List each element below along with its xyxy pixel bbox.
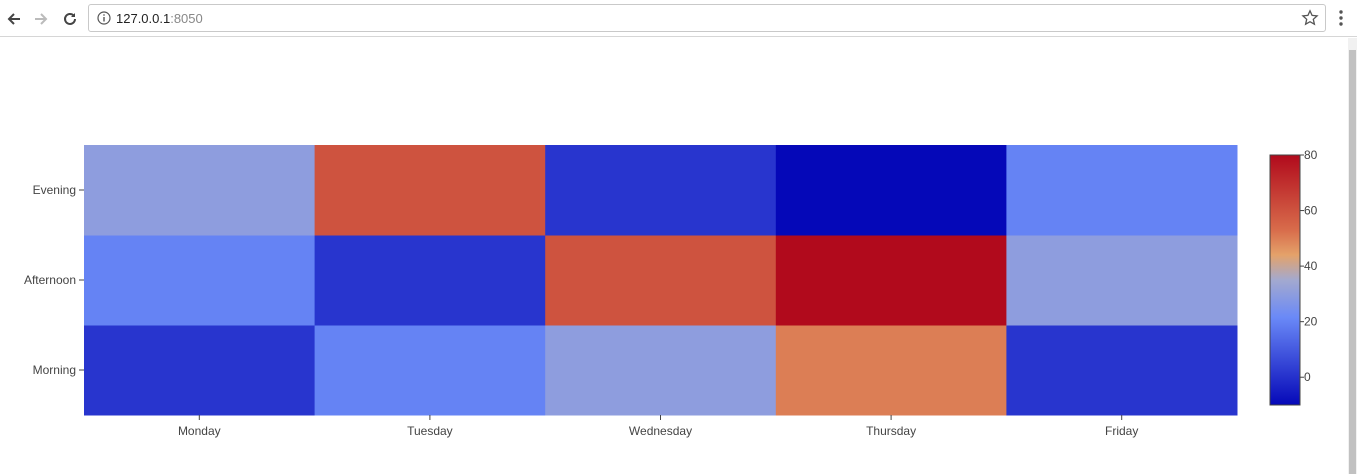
colorbar: 0 20 40 60 80 xyxy=(1269,148,1318,406)
x-tick-label: Friday xyxy=(1105,424,1138,438)
y-tick-label: Evening xyxy=(33,183,76,197)
heatmap-cell-evening-tuesday xyxy=(314,145,546,236)
star-icon[interactable] xyxy=(1301,9,1319,27)
colorbar-tick-label: 60 xyxy=(1304,204,1318,218)
heatmap-cell-evening-thursday xyxy=(775,145,1007,236)
y-tick-label: Afternoon xyxy=(24,273,76,287)
heatmap-cell-evening-friday xyxy=(1006,145,1238,236)
url-port: :8050 xyxy=(170,11,203,26)
heatmap-chart: Monday Tuesday Wednesday Thursday Friday Mor… xyxy=(24,145,1318,438)
heatmap-cell-afternoon-friday xyxy=(1006,235,1238,326)
url-text: 127.0.0.1:8050 xyxy=(116,11,203,26)
reload-icon xyxy=(64,12,76,25)
x-axis: Monday Tuesday Wednesday Thursday Friday xyxy=(178,415,1138,438)
heatmap-cell-morning-thursday xyxy=(775,325,1007,416)
colorbar-tick-label: 0 xyxy=(1304,370,1311,384)
heatmap-cell-afternoon-wednesday xyxy=(545,235,777,326)
colorbar-gradient xyxy=(1269,154,1301,406)
address-bar[interactable]: 127.0.0.1:8050 xyxy=(88,4,1326,32)
arrow-left-icon xyxy=(7,13,20,25)
heatmap-cell-morning-wednesday xyxy=(545,325,777,416)
heatmap-cell-afternoon-thursday xyxy=(775,235,1007,326)
heatmap-cell-morning-tuesday xyxy=(314,325,546,416)
heatmap-cells xyxy=(84,145,1238,416)
heatmap-cell-afternoon-tuesday xyxy=(314,235,546,326)
reload-button[interactable] xyxy=(58,7,82,31)
scrollbar-thumb[interactable] xyxy=(1349,50,1356,474)
arrow-right-icon xyxy=(35,13,48,25)
colorbar-tick-label: 80 xyxy=(1304,148,1318,162)
x-tick-label: Wednesday xyxy=(629,424,692,438)
x-tick-label: Monday xyxy=(178,424,221,438)
forward-button[interactable] xyxy=(29,7,53,31)
heatmap-cell-morning-monday xyxy=(84,325,316,416)
heatmap-cell-evening-wednesday xyxy=(545,145,777,236)
info-icon[interactable] xyxy=(97,11,111,25)
browser-toolbar: 127.0.0.1:8050 xyxy=(0,0,1357,37)
y-tick-label: Morning xyxy=(33,363,76,377)
y-axis: Morning Afternoon Evening xyxy=(24,183,84,377)
url-host: 127.0.0.1 xyxy=(116,11,171,26)
x-tick-label: Tuesday xyxy=(407,424,453,438)
colorbar-tick-label: 20 xyxy=(1304,315,1318,329)
heatmap-cell-evening-monday xyxy=(84,145,316,236)
colorbar-tick-label: 40 xyxy=(1304,259,1318,273)
menu-icon[interactable] xyxy=(1338,8,1344,28)
page-scrollbar[interactable] xyxy=(1348,38,1357,474)
back-button[interactable] xyxy=(2,7,26,31)
heatmap-cell-morning-friday xyxy=(1006,325,1238,416)
x-tick-label: Thursday xyxy=(866,424,916,438)
heatmap-cell-afternoon-monday xyxy=(84,235,316,326)
